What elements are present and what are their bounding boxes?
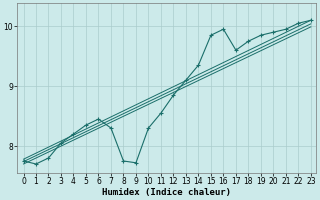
X-axis label: Humidex (Indice chaleur): Humidex (Indice chaleur) [102,188,231,197]
